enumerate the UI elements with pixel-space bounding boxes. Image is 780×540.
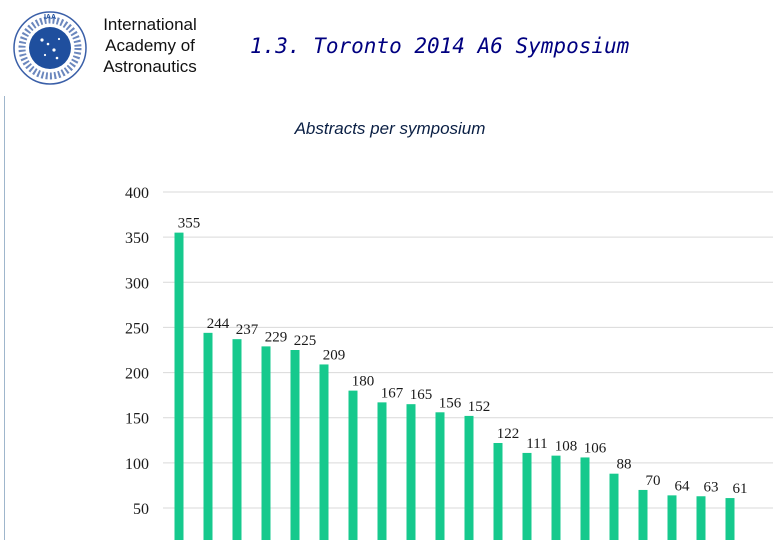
- bar: [406, 404, 416, 540]
- y-tick-label: 150: [125, 411, 149, 428]
- data-label: 229: [265, 329, 288, 345]
- left-divider: [4, 96, 5, 540]
- data-label: 225: [294, 333, 317, 349]
- y-tick-label: 350: [125, 230, 149, 247]
- bar: [464, 415, 474, 540]
- bar: [435, 412, 445, 540]
- org-name-line-3: Astronautics: [103, 57, 197, 76]
- data-label: 237: [236, 322, 259, 338]
- org-name-line-1: International: [103, 15, 197, 34]
- iaa-logo-icon: IAA: [13, 11, 87, 85]
- y-tick-label: 100: [125, 456, 149, 473]
- svg-text:IAA: IAA: [44, 14, 56, 21]
- data-label: 180: [352, 374, 375, 390]
- slide-title: 1.3. Toronto 2014 A6 Symposium: [250, 34, 630, 58]
- bar: [319, 364, 329, 540]
- data-label: 122: [497, 426, 520, 442]
- bar: [667, 495, 677, 540]
- bar: [551, 455, 561, 540]
- data-label: 106: [584, 440, 607, 456]
- bar: [522, 452, 532, 540]
- bar: [348, 390, 358, 540]
- y-tick-label: 400: [125, 185, 149, 202]
- data-label: 165: [410, 387, 433, 403]
- data-label: 64: [675, 478, 691, 494]
- data-label: 70: [646, 473, 661, 489]
- data-label: 88: [617, 457, 632, 473]
- bar: [696, 496, 706, 540]
- y-tick-label: 300: [125, 275, 149, 292]
- data-label: 156: [439, 395, 462, 411]
- bar: [580, 457, 590, 540]
- bar: [493, 442, 503, 540]
- bar: [261, 346, 271, 540]
- y-tick-label: 50: [133, 501, 149, 518]
- data-label: 167: [381, 385, 404, 401]
- slide-header: IAA International Academy of Astronautic…: [0, 0, 780, 90]
- org-name-line-2: Academy of: [105, 36, 195, 55]
- data-label: 244: [207, 316, 230, 332]
- data-label: 63: [704, 479, 719, 495]
- y-tick-label: 250: [125, 320, 149, 337]
- bar: [609, 473, 619, 540]
- data-label: 108: [555, 439, 578, 455]
- bar: [638, 489, 648, 540]
- bar: [725, 498, 735, 540]
- bar: [290, 350, 300, 540]
- data-label: 355: [178, 216, 201, 232]
- data-label: 61: [733, 481, 748, 497]
- chart-title: Abstracts per symposium: [294, 119, 486, 138]
- data-label: 111: [526, 436, 547, 452]
- y-tick-label: 200: [125, 366, 149, 383]
- data-label: 152: [468, 399, 491, 415]
- bar: [232, 339, 242, 540]
- bar: [174, 232, 184, 540]
- organization-name: International Academy of Astronautics: [90, 14, 210, 77]
- data-label: 209: [323, 347, 346, 363]
- bar: [203, 332, 213, 540]
- bar: [377, 402, 387, 540]
